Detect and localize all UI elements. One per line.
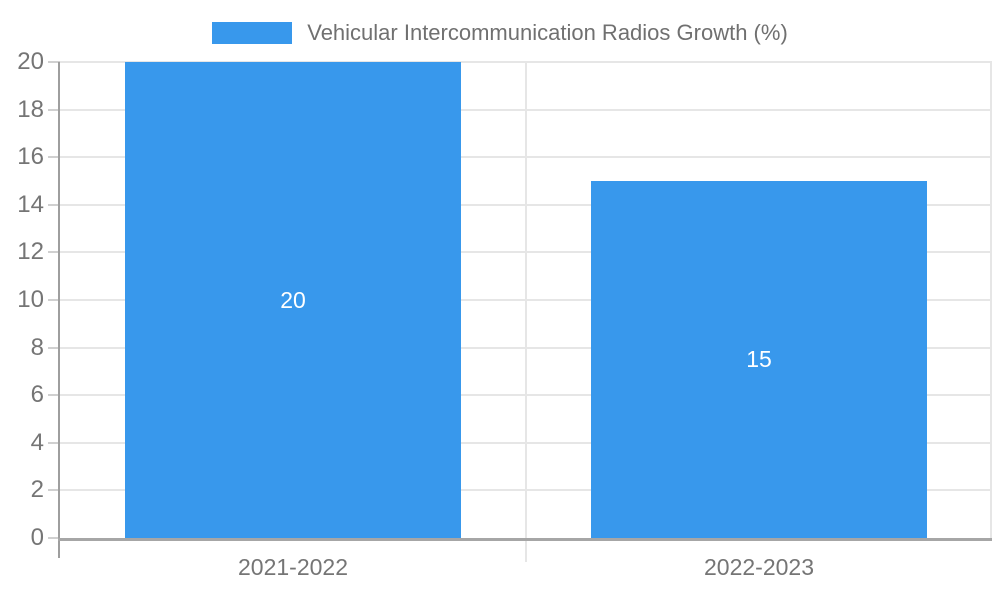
bar-value-label: 15 — [746, 346, 772, 372]
y-axis-tick — [48, 108, 60, 111]
y-axis-tick — [48, 394, 60, 397]
y-axis-tick — [48, 203, 60, 206]
x-axis-line — [58, 538, 992, 541]
y-axis-tick — [48, 489, 60, 492]
y-axis-tick-label: 8 — [30, 333, 44, 361]
y-axis-tick — [48, 299, 60, 301]
bar-value-label: 20 — [280, 286, 306, 313]
y-axis-tick-label: 14 — [17, 190, 44, 218]
x-axis-labels: 2021-2022 2022-2023 — [60, 554, 992, 584]
bar[interactable]: 20 — [125, 62, 461, 538]
legend-swatch — [212, 22, 293, 44]
y-axis-tick-label: 0 — [30, 524, 44, 551]
bar[interactable]: 15 — [591, 181, 927, 538]
category-separator — [525, 62, 527, 562]
y-axis-tick — [48, 61, 60, 63]
x-axis-category-label: 2021-2022 — [238, 554, 348, 580]
y-axis-tick-label: 4 — [30, 428, 44, 456]
y-axis-tick — [48, 537, 60, 539]
y-axis-tick-label: 2 — [30, 476, 44, 504]
plot-area: 0 2 4 6 8 10 12 14 16 18 20 20 15 — [17, 50, 992, 562]
x-axis-category-label: 2022-2023 — [704, 554, 814, 580]
y-axis-tick-label: 18 — [17, 95, 44, 123]
legend: Vehicular Intercommunication Radios Grow… — [0, 16, 1000, 50]
y-axis-tick — [48, 441, 60, 444]
y-axis-tick — [48, 251, 60, 254]
y-axis-line — [58, 62, 60, 558]
plot-right-border — [990, 62, 992, 538]
y-axis-tick-label: 20 — [17, 48, 44, 75]
y-axis-tick-label: 12 — [17, 238, 44, 266]
y-axis-tick — [48, 346, 60, 349]
y-axis-tick — [48, 156, 60, 159]
y-axis-tick-label: 6 — [30, 381, 44, 409]
legend-label: Vehicular Intercommunication Radios Grow… — [307, 20, 788, 45]
y-axis-tick-label: 16 — [17, 143, 44, 171]
y-axis-tick-label: 10 — [17, 286, 44, 313]
